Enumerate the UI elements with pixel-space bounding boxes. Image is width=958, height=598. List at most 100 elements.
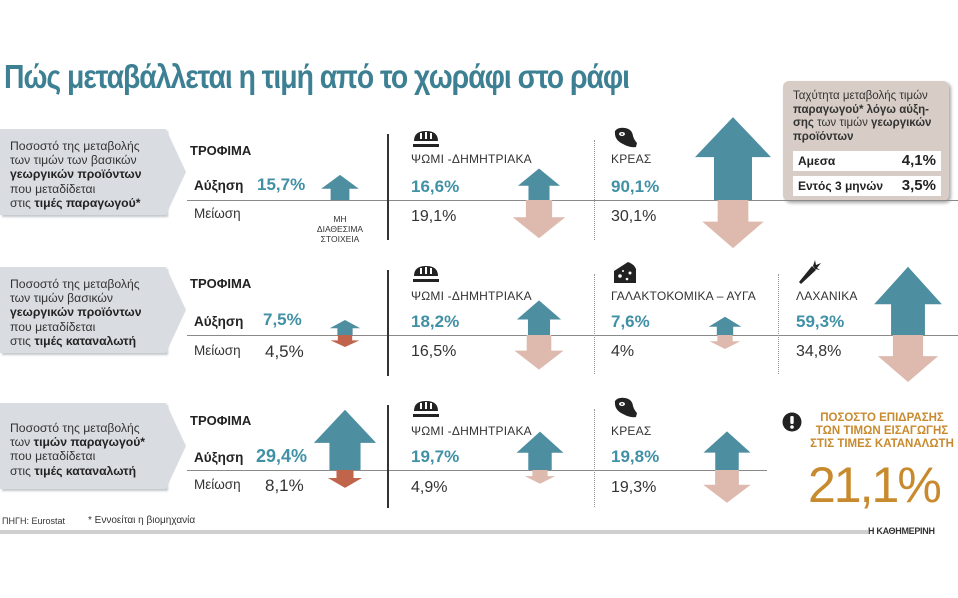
- section-2-dotted-divider-1: [594, 274, 595, 374]
- publisher-logo: Η ΚΑΘΗΜΕΡΙΝΗ: [868, 526, 935, 536]
- section-3-baseline: [187, 470, 767, 471]
- callout-line-bold: γεωργικών προϊόντων: [10, 305, 142, 320]
- meat-icon: [612, 396, 638, 425]
- impact-value: 21,1%: [808, 457, 942, 513]
- decrease-arrow: [703, 470, 751, 503]
- increase-arrow: [321, 174, 359, 200]
- increase-arrow: [329, 320, 361, 335]
- na-line: ΣΤΟΙΧΕΙΑ: [320, 234, 360, 244]
- callout-line: στις: [10, 463, 35, 478]
- infobox-text-bold: σης: [793, 117, 814, 129]
- increase-label: Αύξηση: [194, 314, 244, 329]
- bread-icon: [412, 262, 440, 289]
- increase-arrow: [516, 431, 564, 470]
- callout-line: Ποσοστό της μεταβολής: [10, 277, 140, 291]
- category-decrease-value: 4%: [611, 343, 635, 360]
- callout-text: Ποσοστό της μεταβολής των τιμών των βασι…: [10, 139, 180, 210]
- infobox-text-bold: προϊόντων: [793, 130, 854, 143]
- footnote: * Εννοείται η βιομηχανία: [88, 515, 196, 526]
- callout-line-bold: τιμές καταναλωτή: [34, 333, 137, 348]
- increase-arrow: [313, 409, 377, 470]
- increase-label: Αύξηση: [194, 450, 244, 465]
- section-2-divider: [387, 270, 389, 376]
- infobox-text-bold: γεωργικών: [871, 117, 932, 129]
- bread-icon: [412, 127, 440, 154]
- decrease-arrow: [330, 335, 360, 347]
- callout-line: των τιμών βασικών: [10, 291, 114, 306]
- meat-icon: [612, 126, 638, 155]
- impact-title: ΠΟΣΟΣΤΟ ΕΠΙΔΡΑΣΗΣ ΤΩΝ ΤΙΜΩΝ ΕΙΣΑΓΩΓΗΣ ΣΤ…: [806, 412, 958, 451]
- callout-line-bold: τιμές καταναλωτή: [34, 463, 137, 478]
- callout-line: που μεταδίδεται: [10, 449, 96, 464]
- food-label: ΤΡΟΦΙΜΑ: [190, 143, 252, 158]
- decrease-arrow: [327, 470, 363, 488]
- infobox-text: Ταχύτητα μεταβολής τιμών: [793, 90, 928, 102]
- infobox-row-immediate: Αμεσα 4,1%: [793, 151, 941, 171]
- infobox-row-value: 4,1%: [901, 152, 936, 169]
- category-decrease-value: 19,3%: [611, 479, 657, 496]
- food-increase-value: 29,4%: [256, 446, 308, 466]
- section-1-divider: [387, 134, 389, 240]
- section-1-dotted-divider: [594, 140, 595, 240]
- category-decrease-value: 4,9%: [411, 479, 448, 496]
- category-label: ΨΩΜΙ -ΔΗΜΗΤΡΙΑΚΑ: [411, 424, 532, 438]
- increase-arrow: [517, 168, 561, 200]
- section-2-dotted-divider-2: [778, 274, 779, 374]
- bottom-rule: [0, 530, 868, 534]
- infobox-row-label: Αμεσα: [798, 154, 836, 168]
- decrease-arrow: [709, 335, 741, 349]
- callout-line-bold: γεωργικών προϊόντων: [10, 167, 142, 182]
- callout-line-bold: τιμών παραγωγού*: [33, 435, 146, 450]
- infobox-row-value: 3,5%: [901, 177, 936, 194]
- food-increase-value: 7,5%: [263, 310, 302, 329]
- decrease-arrow: [702, 200, 764, 249]
- category-label: ΚΡΕΑΣ: [611, 424, 652, 438]
- section-3-dotted-divider: [594, 409, 595, 507]
- decrease-label: Μείωση: [194, 206, 241, 221]
- category-decrease-value: 16,5%: [411, 343, 457, 360]
- category-label: ΨΩΜΙ -ΔΗΜΗΤΡΙΑΚΑ: [411, 289, 532, 303]
- infobox-text: των τιμών: [813, 117, 872, 129]
- decrease-arrow: [877, 335, 939, 382]
- callout-arrow-shape: [0, 129, 186, 215]
- callout-line: που μεταδίδεται: [10, 181, 96, 196]
- page-title: Πώς μεταβάλλεται η τιμή από το χωράφι στ…: [4, 58, 630, 95]
- food-increase-value: 15,7%: [257, 175, 306, 194]
- not-available-note: ΜΗ ΔΙΑΘΕΣΙΜΑ ΣΤΟΙΧΕΙΑ: [305, 214, 375, 244]
- category-decrease-value: 19,1%: [411, 208, 457, 225]
- impact-title-line: ΣΤΙΣ ΤΙΜΕΣ ΚΑΤΑΝΑΛΩΤΗ: [810, 438, 954, 450]
- section-2-callout: Ποσοστό της μεταβολής των τιμών βασικών …: [0, 267, 186, 353]
- callout-line: Ποσοστό της μεταβολής: [10, 421, 140, 435]
- category-label: ΓΑΛΑΚΤΟΚΟΜΙΚΑ – ΑΥΓΑ: [611, 289, 756, 303]
- callout-line: των: [10, 435, 34, 450]
- food-decrease-value: 4,5%: [265, 342, 304, 361]
- na-line: ΔΙΑΘΕΣΙΜΑ: [316, 224, 364, 234]
- infobox-text-bold: παραγωγού* λόγω αύξη-: [793, 103, 929, 116]
- category-increase-value: 16,6%: [411, 177, 460, 196]
- callout-line-bold: τιμές παραγωγού*: [34, 195, 141, 210]
- price-speed-infobox: Ταχύτητα μεταβολής τιμών παραγωγού* λόγω…: [783, 81, 949, 201]
- impact-title-line: ΠΟΣΟΣΤΟ ΕΠΙΔΡΑΣΗΣ: [820, 412, 944, 424]
- callout-line: στις: [10, 333, 35, 348]
- infobox-row-3months: Εντός 3 μηνών 3,5%: [793, 176, 941, 196]
- carrot-icon: [796, 258, 822, 291]
- callout-line: στις: [10, 195, 35, 210]
- impact-title-line: ΤΩΝ ΤΙΜΩΝ ΕΙΣΑΓΩΓΗΣ: [815, 425, 949, 437]
- category-decrease-value: 30,1%: [611, 208, 657, 225]
- callout-arrow-shape: [0, 267, 186, 353]
- category-increase-value: 19,7%: [411, 447, 460, 466]
- exclamation-icon: [782, 412, 802, 437]
- increase-arrow: [695, 117, 771, 200]
- callout-arrow-shape: [0, 403, 186, 489]
- category-label: ΛΑΧΑΝΙΚΑ: [796, 289, 858, 303]
- category-increase-value: 90,1%: [611, 177, 660, 196]
- decrease-label: Μείωση: [194, 343, 241, 358]
- category-decrease-value: 34,8%: [796, 343, 842, 360]
- increase-label: Αύξηση: [194, 178, 244, 193]
- category-increase-value: 19,8%: [611, 447, 660, 466]
- increase-arrow: [708, 316, 742, 335]
- category-increase-value: 18,2%: [411, 312, 460, 331]
- callout-line: των τιμών των βασικών: [10, 153, 137, 168]
- na-line: ΜΗ: [333, 214, 347, 224]
- decrease-arrow: [514, 335, 564, 370]
